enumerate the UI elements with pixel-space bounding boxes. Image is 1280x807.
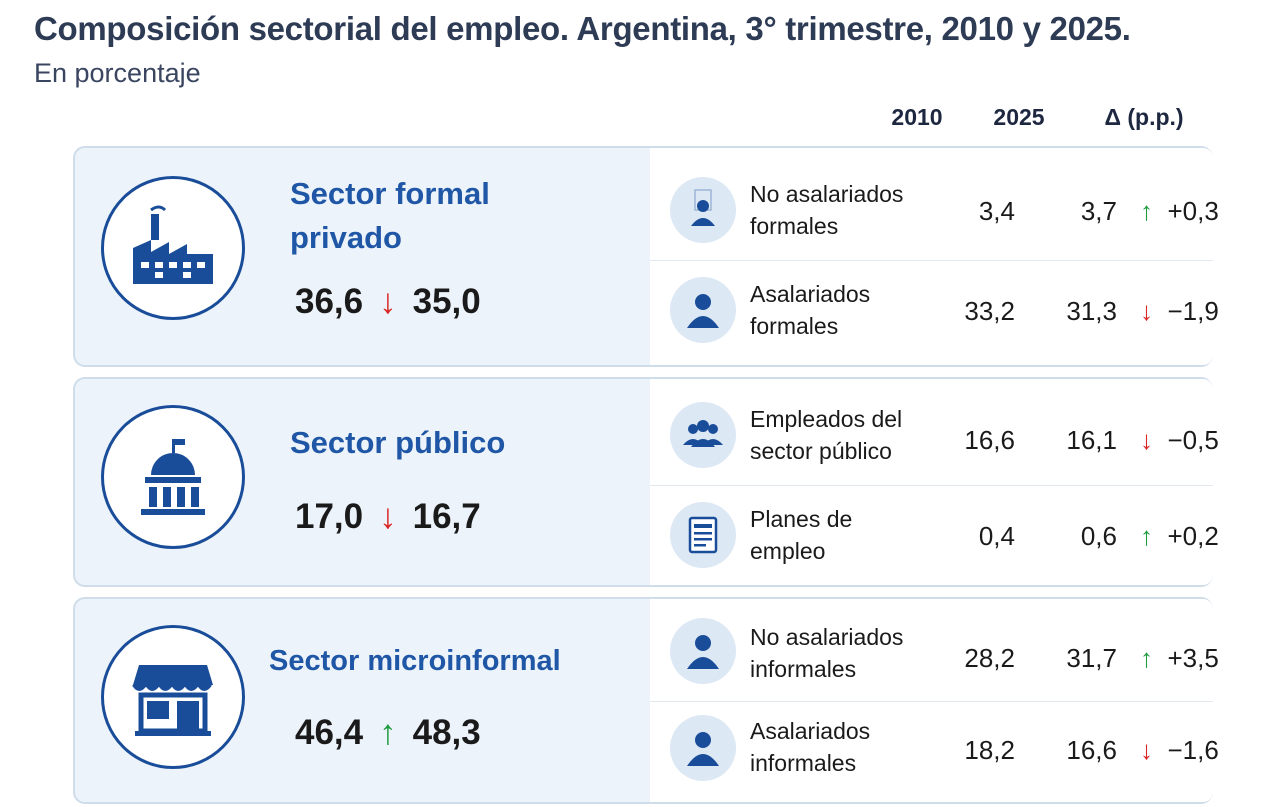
shop-icon xyxy=(132,665,213,736)
sector-totals: 17,0 ↓ 16,7 xyxy=(295,497,481,537)
column-header-2025: 2025 xyxy=(993,104,1045,130)
total-2010: 46,4 xyxy=(295,713,364,752)
table-row: Asalariados formales 33,2 31,3 ↓ −1,9 xyxy=(650,260,1219,360)
trend-up-arrow-icon: ↑ xyxy=(1140,521,1153,551)
sector-icon-circle xyxy=(101,176,245,320)
trend-down-arrow-icon: ↓ xyxy=(1140,735,1153,765)
trend-up-arrow-icon: ↑ xyxy=(379,713,397,752)
delta-value: ↑ +0,2 xyxy=(1140,521,1219,552)
table-row: Asalariados informales 18,2 16,6 ↓ −1,6 xyxy=(650,701,1219,801)
total-2025: 35,0 xyxy=(412,282,481,321)
group-icon xyxy=(670,402,736,468)
text: Sector público xyxy=(290,425,506,460)
row-label: No asalariados informales xyxy=(750,624,904,682)
sector-panel-formal-privado: Sector formal privado 36,6 ↓ 35,0 No asala… xyxy=(73,146,1219,367)
sector-panel-microinformal: Sector microinformal 46,4 ↑ 48,3 No asalar… xyxy=(73,597,1219,804)
person-icon xyxy=(670,177,736,243)
value-2010: 33,2 xyxy=(964,296,1015,326)
row-label: Asalariados informales xyxy=(750,718,871,776)
sector-name: Sector público xyxy=(290,421,505,465)
row-label: Empleados del sector público xyxy=(750,406,903,464)
chart-subtitle: En porcentaje xyxy=(34,58,201,88)
row-label: Planes de empleo xyxy=(750,506,853,564)
trend-down-arrow-icon: ↓ xyxy=(1140,296,1153,326)
factory-icon xyxy=(133,205,213,284)
text: −0,5 xyxy=(1167,425,1219,455)
value-2010: 28,2 xyxy=(964,643,1015,673)
trend-down-arrow-icon: ↓ xyxy=(379,497,397,536)
text: −1,9 xyxy=(1167,296,1219,326)
delta-value: ↓ −0,5 xyxy=(1140,425,1219,456)
total-2025: 16,7 xyxy=(412,497,481,536)
trend-up-arrow-icon: ↑ xyxy=(1140,196,1153,226)
value-2010: 16,6 xyxy=(964,425,1015,455)
delta-value: ↓ −1,6 xyxy=(1140,735,1219,766)
sector-panel-publico: Sector público 17,0 ↓ 16,7 Empleados del s… xyxy=(73,377,1219,587)
row-label: Asalariados formales xyxy=(750,281,871,339)
text: +0,2 xyxy=(1167,521,1219,551)
value-2025: 31,7 xyxy=(1066,643,1117,673)
total-2010: 17,0 xyxy=(295,497,364,536)
chart-title: Composición sectorial del empleo. Argent… xyxy=(34,10,1131,47)
trend-up-arrow-icon: ↑ xyxy=(1140,643,1153,673)
value-2025: 0,6 xyxy=(1080,521,1117,551)
person-icon xyxy=(670,715,736,781)
value-2025: 31,3 xyxy=(1066,296,1117,326)
sector-icon-circle xyxy=(101,625,245,769)
table-row: Empleados del sector público 16,6 16,1 ↓… xyxy=(650,385,1219,486)
text: +0,3 xyxy=(1167,196,1219,226)
sector-totals: 46,4 ↑ 48,3 xyxy=(295,713,481,753)
document-icon xyxy=(670,502,736,568)
value-2025: 3,7 xyxy=(1080,196,1117,226)
sector-totals: 36,6 ↓ 35,0 xyxy=(295,282,481,322)
total-2025: 48,3 xyxy=(412,713,481,752)
text: privado xyxy=(290,220,402,255)
value-2025: 16,1 xyxy=(1066,425,1117,455)
delta-value: ↑ +3,5 xyxy=(1140,643,1219,674)
table-row: No asalariados formales 3,4 3,7 ↑ +0,3 xyxy=(650,160,1219,261)
trend-down-arrow-icon: ↓ xyxy=(379,282,397,321)
sector-icon-circle xyxy=(101,405,245,549)
person-icon xyxy=(670,277,736,343)
text: +3,5 xyxy=(1167,643,1219,673)
text: Sector microinformal xyxy=(269,645,561,677)
value-2025: 16,6 xyxy=(1066,735,1117,765)
column-header-2010: 2010 xyxy=(891,104,943,130)
text: −1,6 xyxy=(1167,735,1219,765)
sector-name: Sector microinformal xyxy=(269,639,561,683)
table-row: No asalariados informales 28,2 31,7 ↑ +3… xyxy=(650,601,1219,702)
column-header-delta: Δ (p.p.) xyxy=(1104,104,1184,130)
value-2010: 18,2 xyxy=(964,735,1015,765)
row-label: No asalariados formales xyxy=(750,181,904,239)
sector-name: Sector formal privado xyxy=(290,172,490,260)
value-2010: 0,4 xyxy=(978,521,1015,551)
text: Sector formal xyxy=(290,176,490,211)
total-2010: 36,6 xyxy=(295,282,364,321)
trend-down-arrow-icon: ↓ xyxy=(1140,425,1153,455)
government-building-icon xyxy=(141,439,205,515)
delta-value: ↑ +0,3 xyxy=(1140,196,1219,227)
delta-value: ↓ −1,9 xyxy=(1140,296,1219,327)
table-row: Planes de empleo 0,4 0,6 ↑ +0,2 xyxy=(650,485,1219,585)
person-icon xyxy=(670,618,736,684)
value-2010: 3,4 xyxy=(978,196,1015,226)
